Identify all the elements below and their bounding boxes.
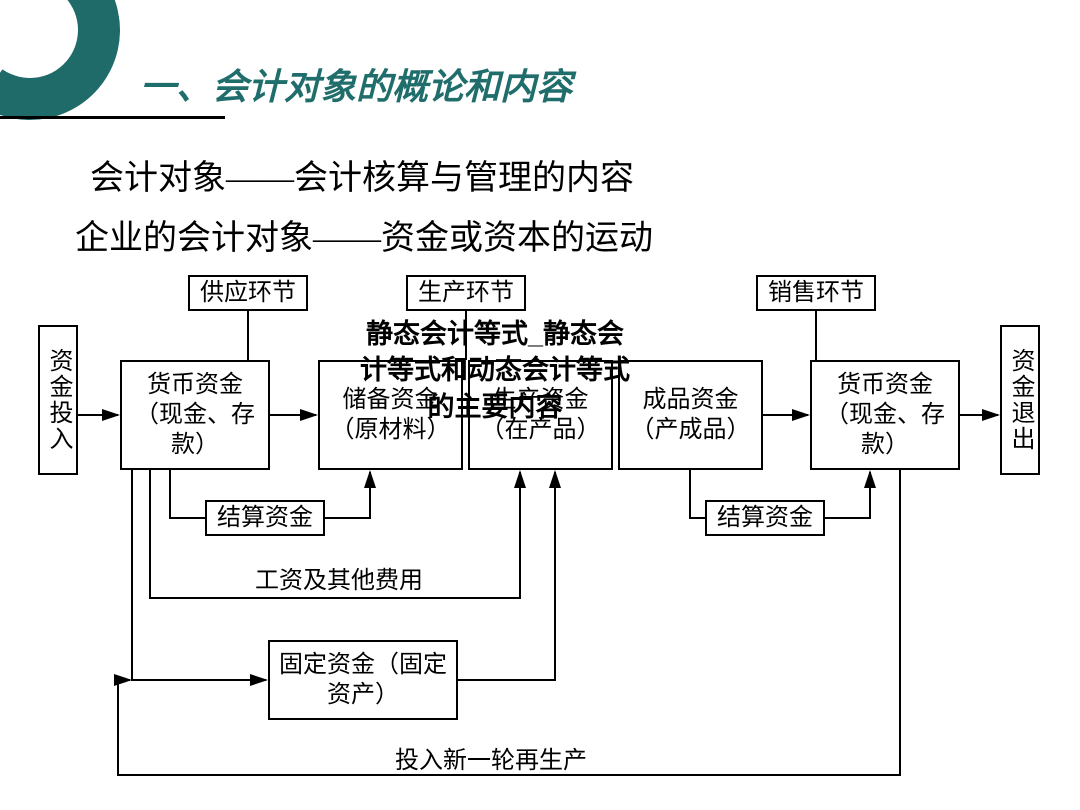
settlement-1: 结算资金 bbox=[205, 500, 325, 536]
overlay-text: 静态会计等式_静态会 计等式和动态会计等式 的主要内容 bbox=[330, 316, 660, 425]
wages-label: 工资及其他费用 bbox=[255, 560, 423, 595]
phase-supply: 供应环节 bbox=[188, 275, 308, 311]
overlay-line2: 计等式和动态会计等式 bbox=[330, 352, 660, 388]
phase-production: 生产环节 bbox=[406, 275, 526, 311]
node-fixed: 固定资金（固定资产） bbox=[268, 640, 458, 720]
node-money1: 货币资金（现金、存款） bbox=[120, 360, 270, 470]
phase-sales: 销售环节 bbox=[756, 275, 876, 311]
subtitle-2: 企业的会计对象——资金或资本的运动 bbox=[75, 210, 653, 259]
node-output: 资金退出 bbox=[1000, 325, 1040, 475]
decorative-arc bbox=[0, 0, 134, 134]
page-title: 一、会计对象的概论和内容 bbox=[140, 58, 572, 110]
slide: 一、会计对象的概论和内容 会计对象——会计核算与管理的内容 企业的会计对象——资… bbox=[0, 0, 1080, 810]
overlay-line1: 静态会计等式_静态会 bbox=[330, 316, 660, 352]
overlay-line3: 的主要内容 bbox=[330, 389, 660, 425]
node-input: 资金投入 bbox=[38, 325, 78, 475]
node-money2: 货币资金（现金、存款） bbox=[810, 360, 960, 470]
subtitle-1: 会计对象——会计核算与管理的内容 bbox=[90, 150, 634, 199]
settlement-2: 结算资金 bbox=[705, 500, 825, 536]
title-underline bbox=[0, 116, 225, 119]
reinvest-label: 投入新一轮再生产 bbox=[395, 740, 587, 775]
